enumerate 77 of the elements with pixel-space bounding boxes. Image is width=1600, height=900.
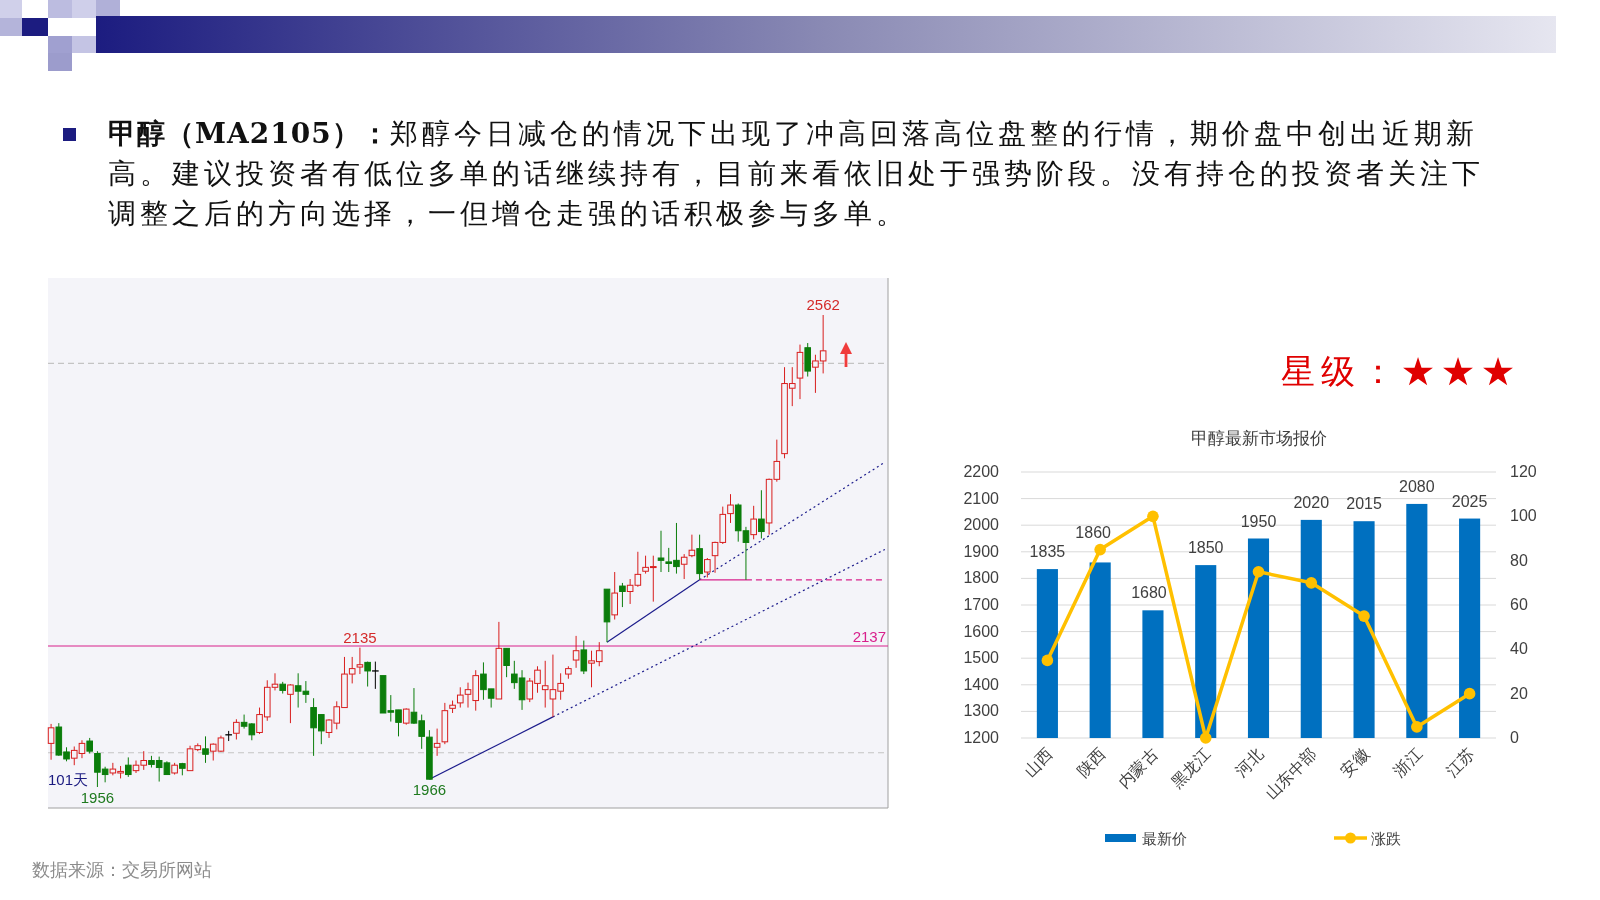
y2-tick-label: 120	[1510, 463, 1537, 480]
point	[1094, 543, 1106, 556]
x-tick-label: 安徽	[1336, 744, 1373, 781]
y-tick-label: 1900	[963, 542, 1000, 560]
candlestick	[580, 640, 588, 675]
chart-title: 甲醇（MA2105）：	[108, 117, 390, 150]
data-label: 2020	[1293, 493, 1330, 511]
y2-tick-label: 60	[1510, 596, 1528, 613]
point	[1463, 687, 1476, 700]
annotation: 2135	[343, 628, 377, 646]
candlestick	[356, 647, 364, 675]
annotation: 1956	[80, 789, 115, 806]
candlestick	[704, 557, 711, 578]
annotation: 2562	[806, 296, 840, 313]
data-label: 1850	[1187, 539, 1224, 557]
annotation: 101天	[48, 771, 89, 788]
candlestick	[233, 718, 240, 740]
annotation: 1966	[412, 781, 447, 799]
candlestick	[750, 505, 757, 540]
x-tick-label: 黑龙江	[1167, 744, 1215, 792]
legend-label: 涨跌	[1371, 830, 1401, 848]
x-tick-label: 浙江	[1389, 744, 1426, 781]
point	[1252, 565, 1265, 578]
point	[1305, 577, 1318, 589]
candlestick	[680, 553, 688, 580]
x-tick-label: 山西	[1020, 744, 1057, 781]
y2-tick-label: 20	[1510, 684, 1528, 702]
point	[1358, 610, 1370, 622]
data-label: 2080	[1399, 477, 1435, 495]
text: 星级：★★★	[1281, 351, 1521, 391]
data-label: 1680	[1131, 584, 1167, 602]
y-tick-label: 1600	[963, 622, 1000, 640]
data-label: 2015	[1346, 495, 1382, 513]
y-tick-label: 1200	[963, 729, 1000, 746]
y2-tick-label: 0	[1510, 729, 1519, 746]
y-tick-label: 1500	[963, 649, 1000, 667]
candlestick	[433, 728, 441, 757]
point	[1411, 721, 1423, 733]
y-tick-label: 1800	[963, 569, 1000, 587]
candlestick	[202, 735, 209, 764]
candlestick	[688, 534, 696, 558]
x-tick-label: 内蒙古	[1114, 744, 1162, 792]
y2-tick-label: 100	[1510, 507, 1537, 525]
point	[1199, 732, 1212, 744]
candlestick	[619, 582, 626, 608]
candlestick	[503, 647, 510, 678]
candlestick	[611, 571, 618, 621]
y2-tick-label: 80	[1510, 551, 1528, 569]
candlestick	[657, 530, 665, 573]
data-label: 1950	[1240, 512, 1277, 530]
y-tick-label: 2100	[963, 489, 1000, 507]
x-tick-label: 河北	[1231, 744, 1268, 781]
y-tick-label: 1300	[963, 702, 1000, 720]
y2-tick-label: 40	[1510, 640, 1528, 658]
point	[1041, 654, 1054, 667]
candlestick	[371, 661, 380, 690]
x-tick-label: 陕西	[1072, 744, 1109, 781]
ref-line-label: 2137	[852, 628, 886, 646]
candlestick	[124, 756, 132, 778]
x-tick-label: 江苏	[1442, 744, 1479, 781]
legend-label: 最新价	[1142, 830, 1187, 848]
y-tick-label: 1400	[963, 675, 1000, 693]
y-tick-label: 2200	[963, 463, 1000, 480]
y-tick-label: 1700	[963, 596, 1000, 613]
source-note: 数据来源：交易所网站	[32, 859, 212, 880]
point	[1147, 510, 1159, 523]
chart-title: 甲醇最新市场报价	[1190, 428, 1327, 448]
candlestick	[804, 342, 812, 378]
candlestick	[758, 489, 765, 540]
data-label: 2025	[1451, 492, 1488, 510]
data-label: 1860	[1075, 524, 1112, 542]
candlestick	[727, 493, 734, 524]
data-label: 1835	[1029, 543, 1066, 561]
candlestick	[572, 635, 580, 669]
candlestick	[287, 683, 294, 724]
candlestick	[364, 661, 371, 688]
y-tick-label: 2000	[963, 516, 1000, 534]
